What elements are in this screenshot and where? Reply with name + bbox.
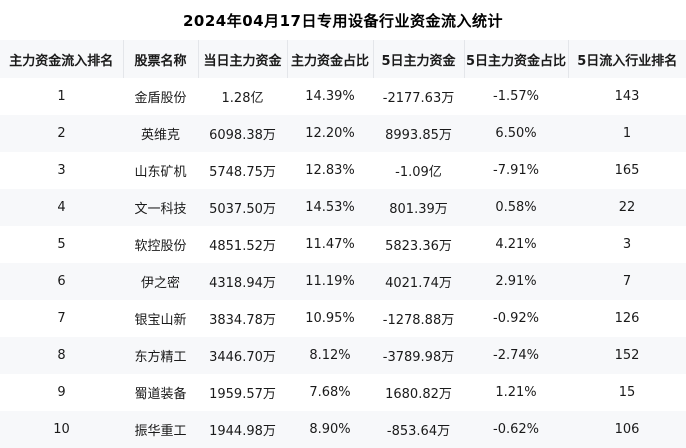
table-cell: 1 <box>622 126 632 141</box>
table-row: 8 东方精工 3446.70万 8.12% -3789.98万 -2.74% 152 <box>0 337 686 374</box>
column-header: 股票名称 <box>123 40 199 78</box>
table-cell: 3834.78万 <box>209 313 276 328</box>
table-row: 5 软控股份 4851.52万 11.47% 5823.36万 4.21% 3 <box>0 226 686 263</box>
column-header: 5日主力资金 <box>373 40 465 78</box>
table-cell: 5823.36万 <box>385 239 452 254</box>
table-body: 1 金盾股份 1.28亿 14.39% -2177.63万 -1.57% 143 2 英维克 60… <box>0 78 686 448</box>
table-cell: 文一科技 <box>134 202 187 217</box>
table-cell: 1959.57万 <box>209 387 276 402</box>
column-header: 主力资金占比 <box>287 40 374 78</box>
fund-flow-table: 主力资金流入排名 股票名称 当日主力资金 主力资金占比 5日主力资金 5日主力资金占比 5日… <box>0 40 686 448</box>
table-header: 主力资金流入排名 股票名称 当日主力资金 主力资金占比 5日主力资金 5日主力资金占比 5日… <box>0 40 686 78</box>
column-header: 当日主力资金 <box>198 40 288 78</box>
table-row: 6 伊之密 4318.94万 11.19% 4021.74万 2.91% 7 <box>0 263 686 300</box>
table-cell: -853.64万 <box>386 424 451 439</box>
table-cell: 振华重工 <box>134 424 187 439</box>
table-cell: -1.09亿 <box>395 165 442 180</box>
table-cell: -7.91% <box>493 163 539 178</box>
table-cell: 165 <box>614 163 640 178</box>
table-cell: 14.53% <box>305 200 355 215</box>
table-header-row: 主力资金流入排名 股票名称 当日主力资金 主力资金占比 5日主力资金 5日主力资金占比 5日… <box>0 40 686 78</box>
table-cell: 1680.82万 <box>385 387 452 402</box>
table-cell: 12.83% <box>305 163 355 178</box>
table-cell: 3446.70万 <box>209 350 276 365</box>
table-cell: 2 <box>57 126 66 141</box>
table-cell: 银宝山新 <box>134 313 187 328</box>
table-cell: 金盾股份 <box>134 91 187 106</box>
table-cell: 6.50% <box>495 126 537 141</box>
page-title: 2024年04月17日专用设备行业资金流入统计 <box>183 11 503 30</box>
table-cell: 4318.94万 <box>209 276 276 291</box>
table-cell: -2.74% <box>493 348 539 363</box>
table-cell: -0.62% <box>493 422 539 437</box>
table-cell: 4.21% <box>495 237 537 252</box>
table-cell: 8 <box>57 348 66 363</box>
table-cell: 东方精工 <box>134 350 187 365</box>
table-cell: 5748.75万 <box>209 165 276 180</box>
table-cell: 4851.52万 <box>209 239 276 254</box>
table-cell: 5037.50万 <box>209 202 276 217</box>
table-cell: 6 <box>57 274 66 289</box>
table-cell: 106 <box>614 422 640 437</box>
table-cell: 软控股份 <box>134 239 187 254</box>
table-cell: -0.92% <box>493 311 539 326</box>
title-bar: 2024年04月17日专用设备行业资金流入统计 <box>0 0 686 40</box>
table-cell: 6098.38万 <box>209 128 276 143</box>
table-cell: 英维克 <box>140 128 180 143</box>
table-cell: -1.57% <box>493 89 539 104</box>
table-cell: 蜀道装备 <box>134 387 187 402</box>
table-cell: 0.58% <box>495 200 537 215</box>
table-cell: 14.39% <box>305 89 355 104</box>
column-header: 5日流入行业排名 <box>568 40 686 78</box>
table-cell: 山东矿机 <box>134 165 187 180</box>
table-cell: 2.91% <box>495 274 537 289</box>
table-cell: 7.68% <box>309 385 351 400</box>
table-cell: -1278.88万 <box>382 313 455 328</box>
table-row: 3 山东矿机 5748.75万 12.83% -1.09亿 -7.91% 165 <box>0 152 686 189</box>
table-cell: 1.21% <box>495 385 537 400</box>
table-row: 4 文一科技 5037.50万 14.53% 801.39万 0.58% 22 <box>0 189 686 226</box>
table-cell: 8993.85万 <box>385 128 452 143</box>
table-row: 10 振华重工 1944.98万 8.90% -853.64万 -0.62% 106 <box>0 411 686 448</box>
table-cell: 152 <box>614 348 640 363</box>
table-cell: 1.28亿 <box>221 91 264 106</box>
table-row: 9 蜀道装备 1959.57万 7.68% 1680.82万 1.21% 15 <box>0 374 686 411</box>
table-cell: 10.95% <box>305 311 355 326</box>
table-cell: 3 <box>57 163 66 178</box>
table-cell: 7 <box>57 311 66 326</box>
table-cell: 9 <box>57 385 66 400</box>
table-cell: 伊之密 <box>140 276 180 291</box>
table-cell: 1944.98万 <box>209 424 276 439</box>
table-cell: 4 <box>57 200 66 215</box>
table-cell: 15 <box>618 385 636 400</box>
table-cell: -2177.63万 <box>382 91 455 106</box>
table-cell: 22 <box>618 200 636 215</box>
table-cell: 10 <box>53 422 70 437</box>
column-header: 主力资金流入排名 <box>0 40 124 78</box>
table-row: 7 银宝山新 3834.78万 10.95% -1278.88万 -0.92% 126 <box>0 300 686 337</box>
table-cell: 8.90% <box>309 422 351 437</box>
column-header: 5日主力资金占比 <box>464 40 569 78</box>
table-cell: 1 <box>57 89 66 104</box>
table-cell: 3 <box>622 237 632 252</box>
table-cell: 12.20% <box>305 126 355 141</box>
table-cell: 143 <box>614 89 640 104</box>
table-cell: 7 <box>622 274 632 289</box>
table-cell: -3789.98万 <box>382 350 455 365</box>
table-cell: 11.47% <box>305 237 355 252</box>
table-cell: 11.19% <box>305 274 355 289</box>
table-cell: 126 <box>614 311 640 326</box>
table-cell: 4021.74万 <box>385 276 452 291</box>
table-row: 2 英维克 6098.38万 12.20% 8993.85万 6.50% 1 <box>0 115 686 152</box>
table-cell: 5 <box>57 237 66 252</box>
table-row: 1 金盾股份 1.28亿 14.39% -2177.63万 -1.57% 143 <box>0 78 686 115</box>
table-cell: 801.39万 <box>389 202 448 217</box>
table-cell: 8.12% <box>309 348 351 363</box>
